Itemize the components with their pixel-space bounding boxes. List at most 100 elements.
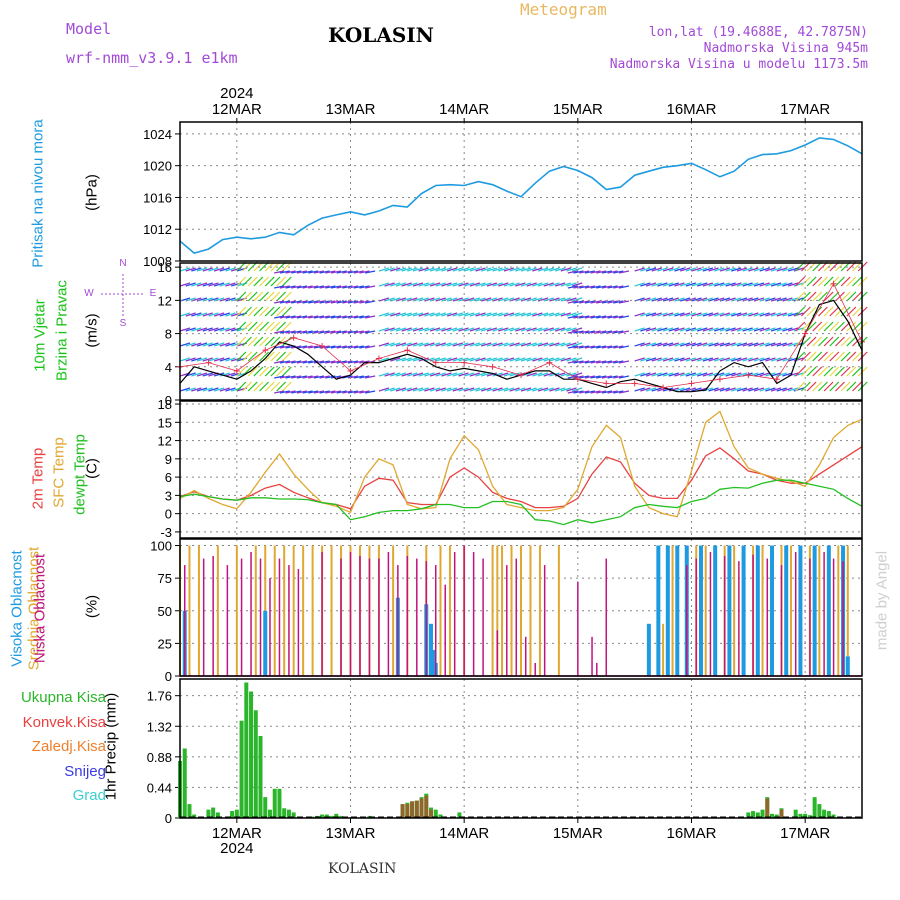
wind-barb	[776, 327, 787, 332]
wind-barb	[279, 330, 290, 334]
wind-barb	[679, 297, 691, 302]
pressure-line	[179, 137, 863, 254]
wind-barb	[852, 291, 862, 302]
wind-barb	[247, 306, 258, 317]
wind-barb	[645, 372, 657, 377]
wind-barb	[191, 327, 202, 332]
wind-barb	[219, 357, 230, 362]
wind-barb	[353, 270, 364, 274]
wind-barb	[446, 267, 458, 272]
mid-cloud-bar	[846, 545, 849, 676]
wind-barb	[378, 297, 390, 302]
wind-barb	[806, 381, 817, 392]
wind-barb	[213, 342, 225, 347]
wind-barb	[776, 282, 787, 287]
wind-barb	[452, 297, 463, 302]
wind-barb	[435, 357, 446, 362]
wind-barb	[787, 282, 799, 287]
wind-barb	[657, 282, 668, 287]
total-precip-bar	[457, 812, 462, 818]
wind-barb	[719, 282, 731, 287]
wind-barb	[651, 282, 662, 287]
wind-barb	[395, 282, 407, 287]
wind-barb	[731, 267, 742, 272]
wind-barb	[753, 297, 765, 302]
wind-barb	[276, 291, 287, 302]
wind-barb	[498, 312, 509, 317]
wind-barb	[765, 267, 776, 272]
wind-barb	[782, 312, 793, 317]
wind-barb	[308, 285, 319, 289]
wind-barb	[765, 312, 776, 317]
low-cloud-bar	[591, 636, 593, 676]
wind-barb	[651, 357, 662, 362]
low-cloud-bar	[596, 662, 598, 676]
wind-barb	[719, 312, 731, 317]
wind-barb	[264, 351, 275, 362]
wind-barb	[571, 282, 583, 287]
wind-barb	[274, 315, 285, 319]
wind-barb	[731, 342, 742, 347]
wind-barb	[264, 291, 275, 302]
wind-barb	[584, 375, 596, 379]
mid-cloud-bar	[235, 545, 238, 676]
wind-barb	[759, 312, 770, 317]
wind-barb	[765, 327, 776, 332]
wind-barb	[770, 327, 782, 332]
wind-barb	[852, 276, 862, 287]
wind-barb	[674, 312, 685, 317]
wind-barb	[674, 342, 685, 347]
wind-barb	[319, 360, 330, 364]
wind-barb	[452, 342, 463, 347]
wind-barb	[697, 282, 708, 287]
wind-barb	[759, 342, 770, 347]
wind-barb	[259, 291, 269, 302]
low-cloud-bar	[435, 565, 437, 676]
total-precip-bar	[774, 814, 779, 818]
wind-barb	[662, 312, 674, 317]
wind-barb	[846, 321, 857, 332]
wind-barb	[296, 390, 308, 394]
wind-barb	[782, 357, 793, 362]
wind-barb	[503, 342, 515, 347]
wind-barb	[806, 351, 817, 362]
wind-barb	[463, 312, 475, 317]
mid-cloud-bar	[330, 545, 333, 676]
wind-barb	[714, 342, 725, 347]
wind-barb	[526, 282, 537, 287]
wind-barb	[818, 321, 828, 332]
wind-barb	[469, 357, 481, 362]
wind-barb	[247, 321, 258, 332]
compass-label: S	[120, 318, 127, 329]
wind-barb	[191, 387, 202, 392]
wind-barb	[748, 357, 759, 362]
wind-barb	[359, 270, 370, 274]
y-tick-label: 0.88	[147, 750, 172, 765]
wind-barb	[429, 372, 441, 377]
wind-barb	[463, 267, 475, 272]
wind-barb	[441, 387, 452, 392]
wind-barb	[458, 282, 469, 287]
wind-barb	[264, 321, 275, 332]
total-precip-bar	[339, 815, 344, 818]
low-cloud-bar	[723, 555, 726, 676]
legend-frozen-rain: Zaledj.Kisa	[31, 738, 106, 755]
wind-barb	[365, 270, 376, 274]
wind-barb	[486, 297, 498, 302]
wind-barb	[543, 387, 554, 392]
wind-barb	[503, 282, 515, 287]
total-precip-bar	[192, 814, 197, 818]
wind-barb	[800, 321, 811, 332]
wind-barb	[753, 357, 765, 362]
wind-barb	[270, 291, 281, 302]
wind-barb	[526, 342, 537, 347]
wind-barb	[498, 372, 509, 377]
wind-barb	[668, 297, 679, 302]
wind-barb	[812, 351, 823, 362]
wind-barb	[336, 360, 347, 364]
wind-barb	[651, 267, 662, 272]
wind-barb	[458, 387, 469, 392]
low-cloud-bar	[269, 578, 271, 676]
y-tick-label: 3	[165, 488, 172, 503]
wind-barb	[452, 372, 463, 377]
